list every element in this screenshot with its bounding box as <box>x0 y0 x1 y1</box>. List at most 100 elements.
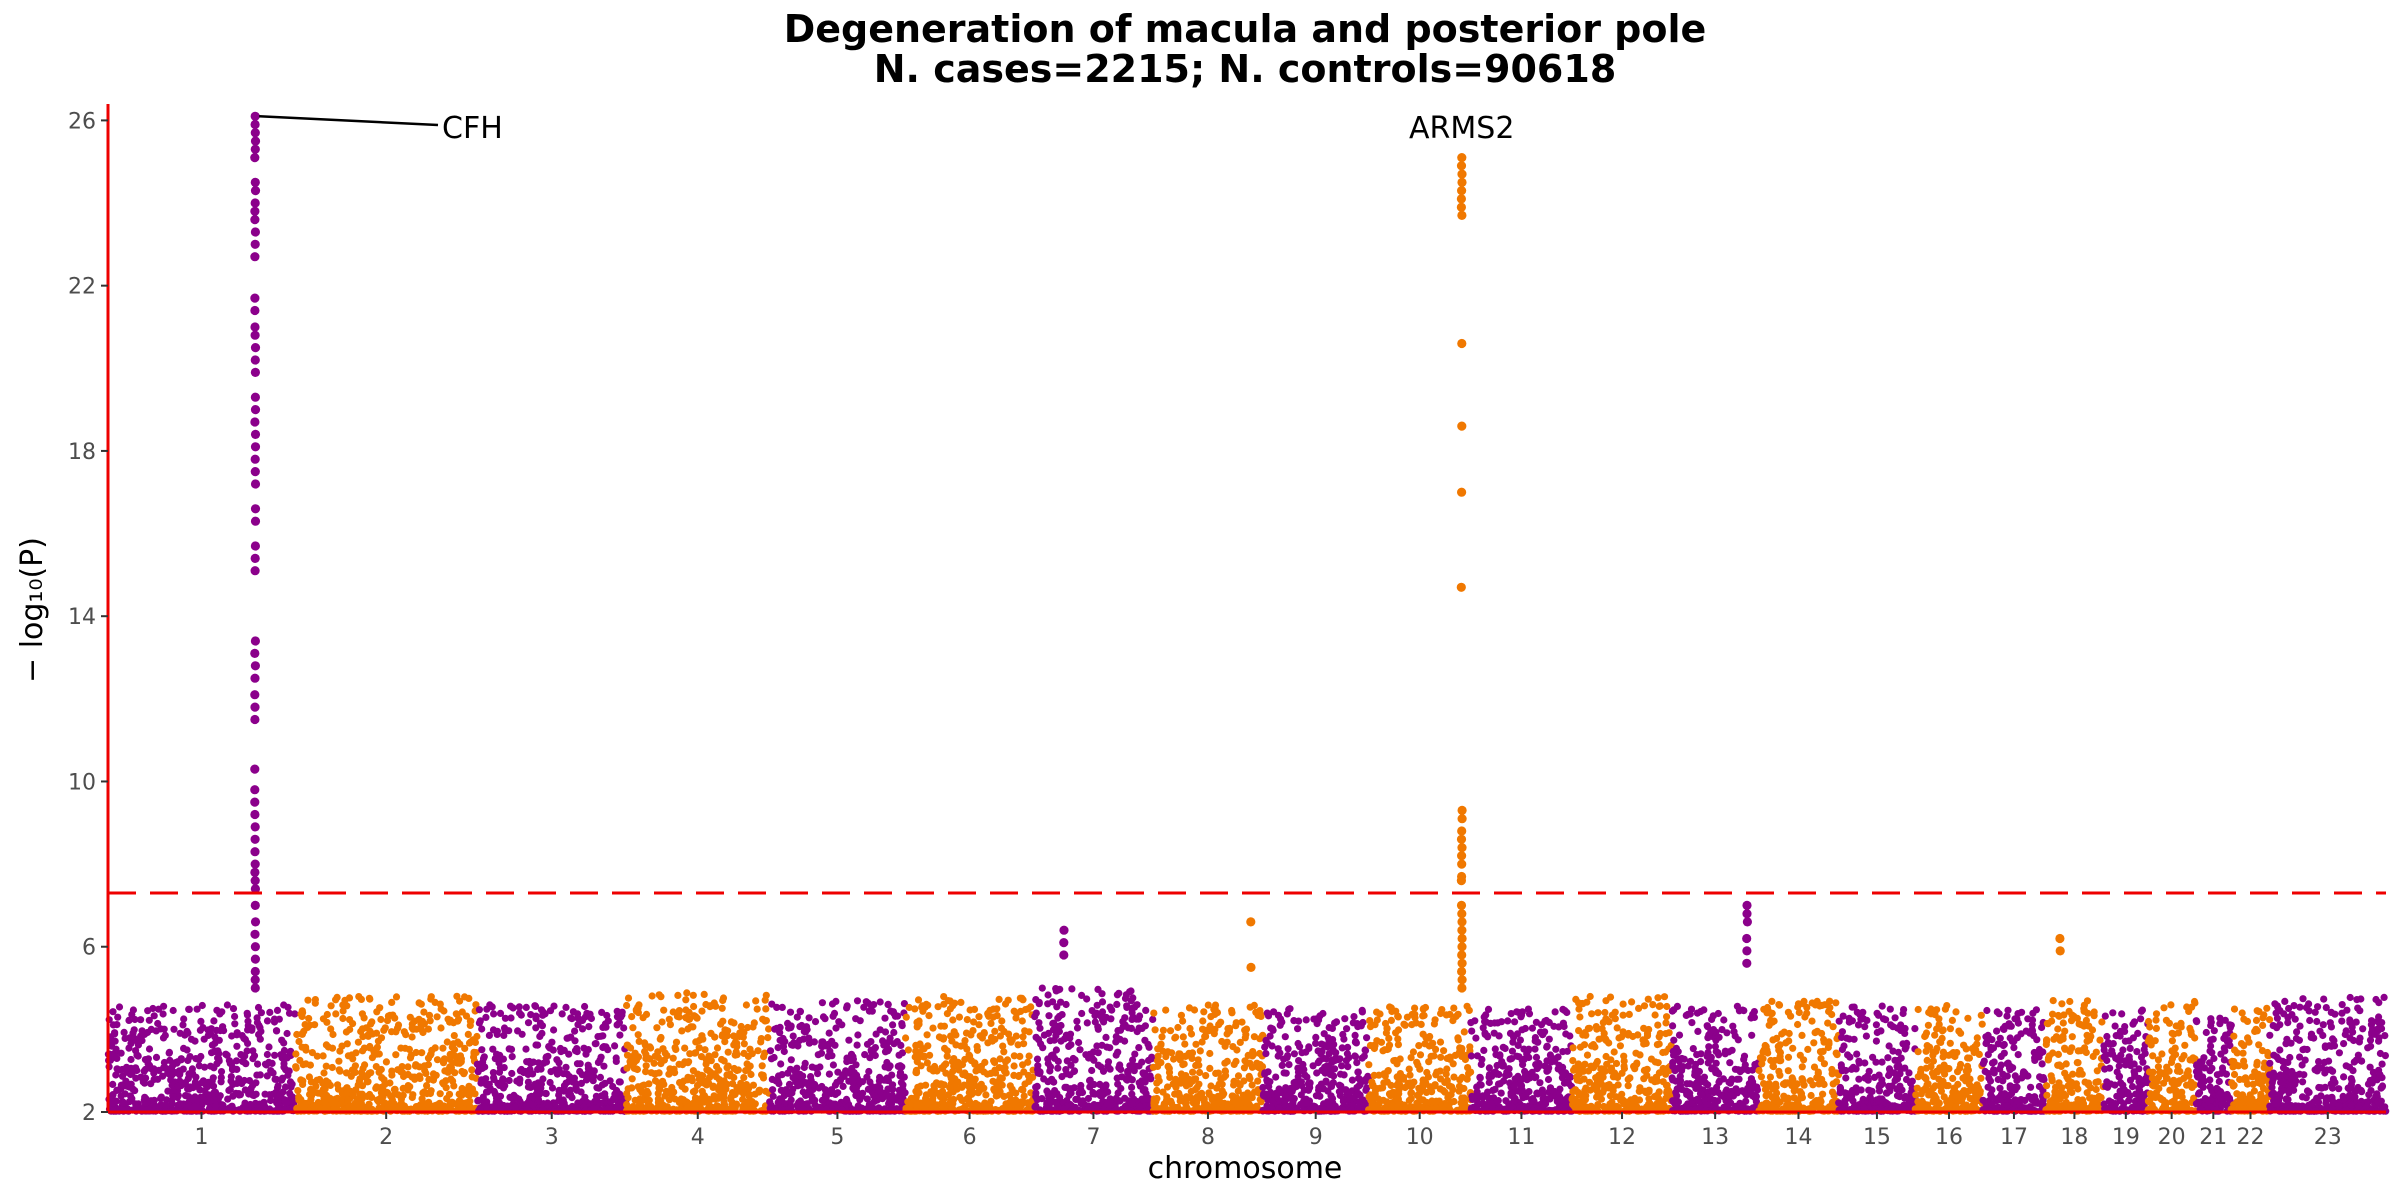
snp-point <box>204 1091 213 1099</box>
snp-point <box>461 993 469 1001</box>
snp-point <box>1228 1006 1236 1015</box>
snp-point <box>1206 1064 1214 1072</box>
snp-point <box>1330 1072 1338 1080</box>
snp-point <box>1285 1061 1293 1069</box>
snp-point <box>1421 1040 1429 1048</box>
snp-point <box>578 1016 587 1025</box>
snp-point <box>273 1006 282 1015</box>
snp-point <box>419 1089 427 1097</box>
snp-point <box>1415 1042 1423 1050</box>
snp-point <box>568 1094 576 1102</box>
snp-point <box>433 1013 441 1021</box>
snp-point <box>642 1068 650 1076</box>
snp-point <box>1476 1074 1484 1082</box>
snp-point <box>1353 1084 1361 1092</box>
snp-point <box>887 1007 895 1015</box>
snp-point <box>220 1027 228 1035</box>
snp-point <box>724 1027 732 1035</box>
snp-point <box>145 1016 153 1024</box>
snp-point <box>657 993 665 1001</box>
snp-point <box>426 1017 434 1025</box>
snp-point <box>1218 1037 1226 1046</box>
snp-point <box>436 1090 444 1098</box>
snp-point <box>312 1082 320 1090</box>
snp-point <box>809 1080 817 1088</box>
snp-point <box>1329 1036 1337 1044</box>
snp-point <box>1352 1038 1360 1046</box>
snp-point <box>770 1053 778 1062</box>
snp-point <box>415 1063 423 1071</box>
snp-point <box>222 1050 230 1058</box>
snp-point <box>1300 1066 1308 1074</box>
snp-point <box>1443 1065 1451 1073</box>
snp-point <box>681 1044 689 1052</box>
snp-point <box>1066 1034 1074 1042</box>
snp-point <box>440 1102 448 1110</box>
snp-point <box>242 1060 250 1068</box>
snp-point <box>1387 1004 1395 1012</box>
snp-point <box>1358 1008 1366 1016</box>
snp-point <box>112 1071 120 1079</box>
snp-point <box>1139 1069 1147 1077</box>
snp-point <box>581 1002 589 1011</box>
snp-point <box>302 1046 310 1054</box>
snp-point <box>1232 1022 1240 1030</box>
snp-point <box>616 1031 624 1039</box>
snp-point <box>573 1060 582 1068</box>
snp-point <box>377 1015 385 1024</box>
snp-point <box>1128 1083 1136 1091</box>
snp-point <box>774 1044 782 1052</box>
snp-point <box>713 1062 721 1071</box>
snp-point <box>822 1089 830 1097</box>
snp-point <box>117 1049 125 1057</box>
snp-point <box>1116 1026 1125 1034</box>
snp-point <box>720 1057 728 1065</box>
snp-point <box>168 1071 176 1079</box>
snp-point <box>1142 1095 1150 1103</box>
snp-point <box>256 1035 264 1043</box>
snp-point <box>1071 1103 1079 1112</box>
snp-point <box>1290 1050 1298 1058</box>
snp-point <box>112 1097 120 1105</box>
snp-point <box>489 1045 497 1053</box>
snp-point <box>265 1043 273 1051</box>
snp-point <box>1104 1088 1112 1096</box>
snp-point <box>1528 1024 1536 1032</box>
snp-point <box>226 1059 234 1068</box>
snp-point <box>250 1091 258 1100</box>
snp-point <box>505 1076 513 1085</box>
snp-point <box>852 1015 860 1023</box>
snp-point <box>269 1069 277 1077</box>
snp-point <box>253 1071 261 1079</box>
snp-point <box>1050 1054 1059 1062</box>
snp-point <box>1317 1050 1325 1058</box>
snp-point <box>581 1093 589 1101</box>
snp-point <box>1373 1085 1381 1093</box>
snp-point <box>759 1074 768 1082</box>
snp-point <box>218 1008 226 1016</box>
snp-point <box>466 1017 474 1025</box>
snp-point <box>1198 1038 1206 1046</box>
snp-point <box>1025 1052 1033 1060</box>
snp-point <box>248 1026 256 1034</box>
snp-point <box>257 1009 265 1017</box>
snp-point <box>939 1064 947 1073</box>
snp-point <box>1394 1026 1403 1034</box>
snp-point <box>604 1046 612 1054</box>
snp-point <box>196 1026 204 1034</box>
snp-point <box>534 1096 543 1104</box>
snp-point <box>376 1004 384 1012</box>
snp-point <box>1250 1033 1258 1041</box>
snp-point <box>1012 1032 1020 1040</box>
snp-point <box>1263 1009 1271 1017</box>
snp-point <box>1040 1031 1048 1039</box>
snp-point <box>765 1025 773 1033</box>
snp-point <box>181 1092 190 1100</box>
snp-point <box>1141 1036 1149 1044</box>
snp-point <box>418 1049 426 1057</box>
snp-point <box>849 1078 857 1087</box>
snp-point <box>1480 1046 1488 1054</box>
snp-point <box>997 1024 1006 1032</box>
snp-point <box>1202 1072 1210 1080</box>
snp-point <box>203 1082 211 1090</box>
